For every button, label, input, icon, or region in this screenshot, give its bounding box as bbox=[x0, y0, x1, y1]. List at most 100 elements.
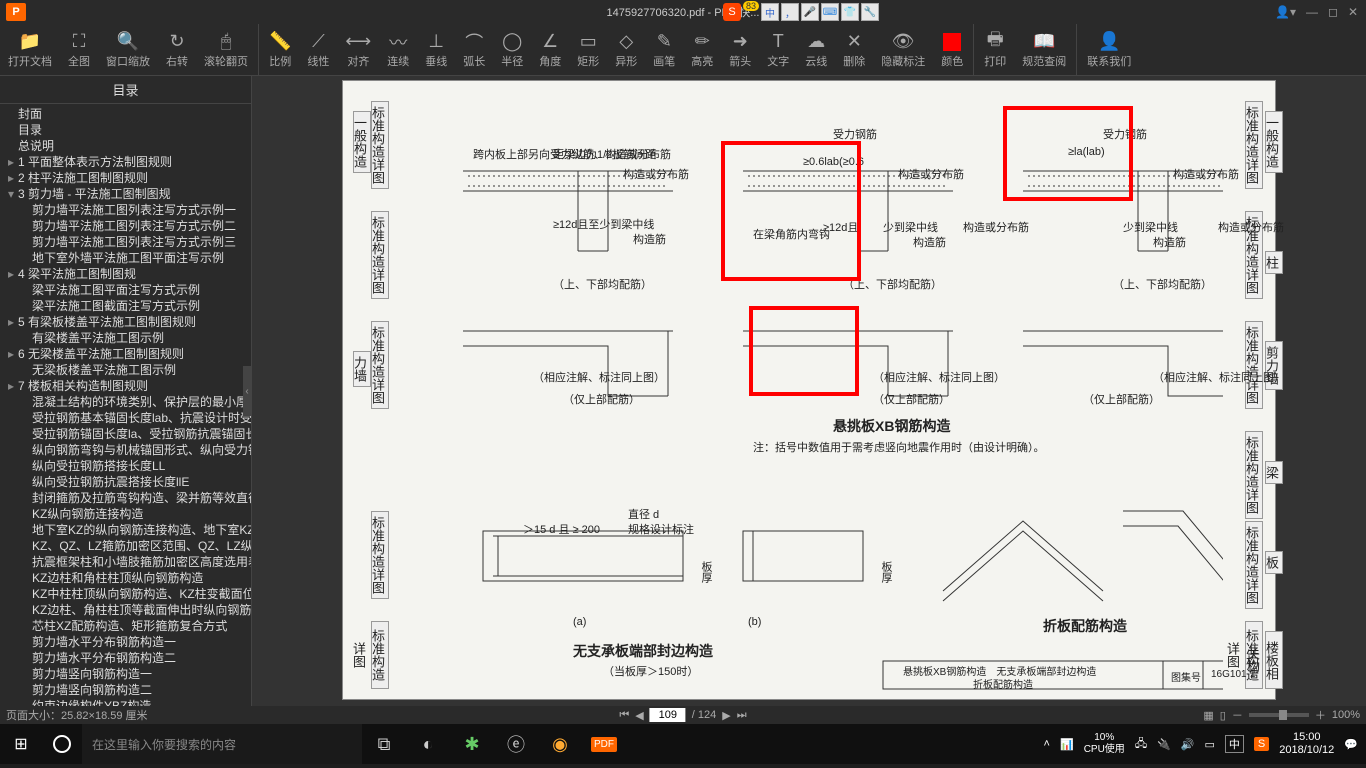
scroll-flip[interactable]: 🖱滚轮翻页 bbox=[196, 24, 259, 75]
open-file[interactable]: 📁打开文档 bbox=[0, 24, 60, 75]
toc-item[interactable]: 有梁楼盖平法施工图示例 bbox=[8, 330, 251, 346]
cpu-meter[interactable]: 10%CPU使用 bbox=[1084, 732, 1125, 756]
toc-item[interactable]: 地下室外墙平法施工图平面注写示例 bbox=[8, 250, 251, 266]
side-tab[interactable]: 一般构造 bbox=[353, 111, 371, 173]
toc-item[interactable]: 剪力墙水平分布钢筋构造一 bbox=[8, 634, 251, 650]
tray-net-icon[interactable]: 🖧 bbox=[1135, 735, 1147, 754]
toc-item[interactable]: 剪力墙水平分布钢筋构造二 bbox=[8, 650, 251, 666]
ime-mode[interactable]: 中 bbox=[761, 3, 779, 21]
ime-skin-icon[interactable]: 👕 bbox=[841, 3, 859, 21]
toc-item[interactable]: 受拉钢筋锚固长度la、受拉钢筋抗震锚固长 bbox=[8, 426, 251, 442]
side-tab[interactable]: 标准构造详图 bbox=[1245, 321, 1263, 409]
toc-item[interactable]: ▸5 有梁板楼盖平法施工图制图规则 bbox=[8, 314, 251, 330]
tb-app3-icon[interactable]: ◉ bbox=[538, 724, 582, 764]
toc-item[interactable]: 剪力墙平法施工图列表注写方式示例一 bbox=[8, 202, 251, 218]
last-page-icon[interactable]: ⏭ bbox=[737, 709, 747, 722]
arc[interactable]: ⌒弧长 bbox=[455, 24, 493, 75]
toc-item[interactable]: 地下室KZ的纵向钢筋连接构造、地下室KZ的 bbox=[8, 522, 251, 538]
toc-item[interactable]: 总说明 bbox=[8, 138, 251, 154]
toc-item[interactable]: 纵向受拉钢筋搭接长度LL bbox=[8, 458, 251, 474]
delete[interactable]: ✕删除 bbox=[835, 24, 873, 75]
toc-item[interactable]: KZ中柱柱顶纵向钢筋构造、KZ柱变截面位置 bbox=[8, 586, 251, 602]
toc-item[interactable]: ▾3 剪力墙 - 平法施工图制图规 bbox=[8, 186, 251, 202]
toc-item[interactable]: 封面 bbox=[8, 106, 251, 122]
clock[interactable]: 15:002018/10/12 bbox=[1279, 731, 1334, 757]
toc-item[interactable]: 封闭箍筋及拉筋弯钩构造、梁并筋等效直径 bbox=[8, 490, 251, 506]
search-box[interactable]: 在这里输入你要搜索的内容 bbox=[82, 724, 362, 764]
fit-window[interactable]: 🔍窗口缩放 bbox=[98, 24, 158, 75]
sogou-icon[interactable]: S bbox=[723, 3, 741, 21]
color[interactable]: 颜色 bbox=[933, 24, 974, 75]
toc-item[interactable]: ▸4 梁平法施工图制图规 bbox=[8, 266, 251, 282]
toc-item[interactable]: 剪力墙平法施工图列表注写方式示例二 bbox=[8, 218, 251, 234]
spec[interactable]: 📖规范查阅 bbox=[1014, 24, 1077, 75]
tray-vol-icon[interactable]: 🔊 bbox=[1181, 738, 1195, 751]
arrow[interactable]: ➜箭头 bbox=[721, 24, 759, 75]
ime-punct[interactable]: ， bbox=[781, 3, 799, 21]
fullview[interactable]: ⛶全图 bbox=[60, 24, 98, 75]
side-tab[interactable]: 标准构造详图 bbox=[1245, 521, 1263, 609]
highlight[interactable]: ✏高亮 bbox=[683, 24, 721, 75]
toc-item[interactable]: ▸7 楼板相关构造制图规则 bbox=[8, 378, 251, 394]
align[interactable]: ⟷对齐 bbox=[337, 24, 379, 75]
toc-item[interactable]: 目录 bbox=[8, 122, 251, 138]
polyline[interactable]: 〰连续 bbox=[379, 24, 417, 75]
toc-item[interactable]: 梁平法施工图平面注写方式示例 bbox=[8, 282, 251, 298]
side-tab[interactable]: 板 bbox=[1265, 551, 1283, 574]
tb-pdf-icon[interactable]: PDF bbox=[582, 724, 626, 764]
side-tab[interactable]: 标准构造详图 bbox=[371, 101, 389, 189]
toc-item[interactable]: ▸1 平面整体表示方法制图规则 bbox=[8, 154, 251, 170]
taskview-icon[interactable]: ⧉ bbox=[362, 724, 406, 764]
toc-item[interactable]: 混凝土结构的环境类别、保护层的最小厚度 bbox=[8, 394, 251, 410]
side-tab[interactable]: 梁 bbox=[1265, 461, 1283, 484]
toc-item[interactable]: ▸6 无梁楼盖平法施工图制图规则 bbox=[8, 346, 251, 362]
cortana-icon[interactable] bbox=[42, 735, 82, 753]
tray-up-icon[interactable]: ˄ bbox=[1044, 738, 1050, 750]
vline[interactable]: ⊥垂线 bbox=[417, 24, 455, 75]
toc-item[interactable]: KZ边柱、角柱柱顶等截面伸出时纵向钢筋构 bbox=[8, 602, 251, 618]
toc-item[interactable]: 受拉钢筋基本锚固长度lab、抗震设计时受 bbox=[8, 410, 251, 426]
scale[interactable]: 📏比例 bbox=[261, 24, 299, 75]
maximize-button[interactable]: ◻ bbox=[1328, 5, 1338, 19]
toc-item[interactable]: 梁平法施工图截面注写方式示例 bbox=[8, 298, 251, 314]
toc-item[interactable]: KZ纵向钢筋连接构造 bbox=[8, 506, 251, 522]
tray-bat-icon[interactable]: ▭ bbox=[1204, 738, 1214, 751]
tb-edge-icon[interactable]: ⓔ bbox=[494, 724, 538, 764]
toc-item[interactable]: ▸2 柱平法施工图制图规则 bbox=[8, 170, 251, 186]
close-button[interactable]: ✕ bbox=[1348, 5, 1358, 19]
ime-keyboard-icon[interactable]: ⌨ bbox=[821, 3, 839, 21]
view-mode-icon[interactable]: ▦ bbox=[1203, 709, 1213, 722]
user-icon[interactable]: 👤▾ bbox=[1275, 5, 1296, 19]
toc-item[interactable]: 约束边缘构件YBZ构造 bbox=[8, 698, 251, 706]
annotation-box[interactable] bbox=[749, 306, 859, 396]
side-tab[interactable]: 标准构造详图 bbox=[1245, 431, 1263, 519]
first-page-icon[interactable]: ⏮ bbox=[619, 709, 629, 722]
toc-item[interactable]: KZ边柱和角柱柱顶纵向钢筋构造 bbox=[8, 570, 251, 586]
print[interactable]: 🖶打印 bbox=[976, 24, 1014, 75]
collapse-handle[interactable]: ‹ bbox=[243, 366, 251, 416]
page-input[interactable] bbox=[650, 708, 686, 722]
zoom-in-icon[interactable]: ＋ bbox=[1315, 707, 1326, 723]
toc-item[interactable]: 剪力墙平法施工图列表注写方式示例三 bbox=[8, 234, 251, 250]
zoom-slider[interactable] bbox=[1279, 710, 1287, 720]
ime-mic-icon[interactable]: 🎤 bbox=[801, 3, 819, 21]
tray-sogou-icon[interactable]: S bbox=[1254, 737, 1269, 751]
start-button[interactable]: ⊞ bbox=[0, 724, 42, 764]
zoom-out-icon[interactable]: － bbox=[1232, 707, 1243, 723]
side-tab[interactable]: 楼板相关构 bbox=[1265, 631, 1283, 689]
side-tab[interactable]: 柱 bbox=[1265, 251, 1283, 274]
next-page-icon[interactable]: ▶ bbox=[722, 709, 730, 722]
contact[interactable]: 👤联系我们 bbox=[1079, 24, 1139, 75]
angle[interactable]: ∠角度 bbox=[531, 24, 569, 75]
notifications-icon[interactable]: 💬 bbox=[1344, 738, 1358, 751]
toc-item[interactable]: 剪力墙竖向钢筋构造一 bbox=[8, 666, 251, 682]
side-tab[interactable]: 力墙 bbox=[353, 351, 371, 387]
tb-app2-icon[interactable]: ✱ bbox=[450, 724, 494, 764]
toc-item[interactable]: KZ、QZ、LZ箍筋加密区范围、QZ、LZ纵向钢 bbox=[8, 538, 251, 554]
viewer[interactable]: 标准构造详图标准构造详图标准构造详图标准构造详图标准构造详图 一般构造力墙 标准… bbox=[252, 76, 1366, 706]
toc-item[interactable]: 剪力墙竖向钢筋构造二 bbox=[8, 682, 251, 698]
view-single-icon[interactable]: ▯ bbox=[1220, 709, 1226, 722]
side-tab[interactable]: 标准构造详图 bbox=[371, 511, 389, 599]
tray-chart-icon[interactable]: 📊 bbox=[1060, 738, 1074, 751]
shape[interactable]: ◇异形 bbox=[607, 24, 645, 75]
